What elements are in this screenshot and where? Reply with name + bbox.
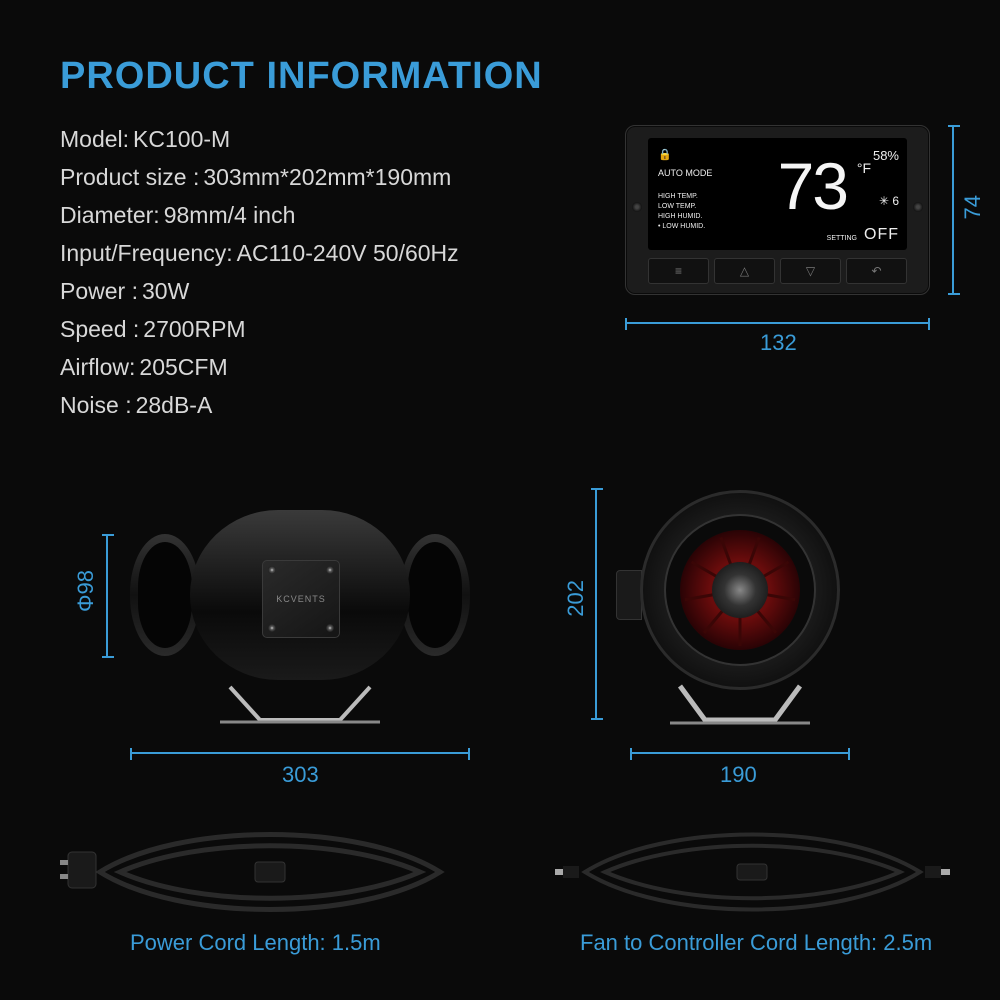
controller-buttons: ≡ △ ▽ ↶ [648, 258, 907, 284]
dim-line [130, 752, 470, 754]
fan-plate: KCVENTS [262, 560, 340, 638]
controller-cord-label: Fan to Controller Cord Length: 2.5m [580, 930, 932, 956]
menu-button[interactable]: ≡ [648, 258, 709, 284]
fan-brand-label: KCVENTS [276, 594, 326, 604]
down-button[interactable]: ▽ [780, 258, 841, 284]
controller-setting-value: OFF [864, 226, 899, 244]
controller-setting-label: SETTING [827, 235, 857, 242]
lock-icon: 🔒 [658, 148, 672, 161]
power-cord [60, 832, 480, 912]
spec-speed: Speed :2700RPM [60, 310, 459, 348]
fan-front-view [630, 480, 850, 720]
fan-tab [616, 570, 642, 620]
spec-airflow: Airflow:205CFM [60, 348, 459, 386]
dim-fan-length: 303 [282, 762, 319, 788]
controller-temp: 73 [778, 148, 847, 224]
fan-port-right [400, 534, 470, 656]
fan-side-view: KCVENTS [130, 490, 470, 700]
spec-size: Product size :303mm*202mm*190mm [60, 158, 459, 196]
page-title: PRODUCT INFORMATION [60, 55, 543, 98]
fan-front-bracket [670, 682, 810, 726]
controller-temp-unit: °F [857, 160, 871, 176]
controller-mode: AUTO MODE [658, 168, 712, 178]
spec-list: Model:KC100-M Product size :303mm*202mm*… [60, 120, 459, 424]
spec-diameter: Diameter:98mm/4 inch [60, 196, 459, 234]
controller-fan-speed: ✳ 6 [879, 194, 899, 208]
spec-input: Input/Frequency:AC110-240V 50/60Hz [60, 234, 459, 272]
back-button[interactable]: ↶ [846, 258, 907, 284]
spec-power: Power :30W [60, 272, 459, 310]
dim-line [630, 752, 850, 754]
dim-line [952, 125, 954, 295]
controller-device: 🔒 AUTO MODE HIGH TEMP. LOW TEMP. HIGH HU… [625, 125, 930, 295]
screw-icon [632, 202, 642, 212]
spec-noise: Noise :28dB-A [60, 386, 459, 424]
dim-fan-width: 190 [720, 762, 757, 788]
controller-humidity: 58% [873, 148, 899, 163]
controller-cord [555, 832, 950, 912]
dim-controller-width: 132 [760, 330, 797, 356]
power-cord-label: Power Cord Length: 1.5m [130, 930, 381, 956]
up-button[interactable]: △ [714, 258, 775, 284]
spec-model: Model:KC100-M [60, 120, 459, 158]
fan-bracket [220, 682, 380, 724]
controller-screen: 🔒 AUTO MODE HIGH TEMP. LOW TEMP. HIGH HU… [648, 138, 907, 250]
dim-fan-height: 202 [563, 580, 589, 617]
dim-controller-height: 74 [960, 195, 986, 219]
dim-line [106, 534, 108, 658]
controller-status: HIGH TEMP. LOW TEMP. HIGH HUMID. • LOW H… [658, 192, 705, 232]
screw-icon [913, 202, 923, 212]
fan-hub [712, 562, 768, 618]
dim-line [595, 488, 597, 720]
dim-line [625, 322, 930, 324]
dim-fan-diameter: Φ98 [73, 570, 99, 612]
